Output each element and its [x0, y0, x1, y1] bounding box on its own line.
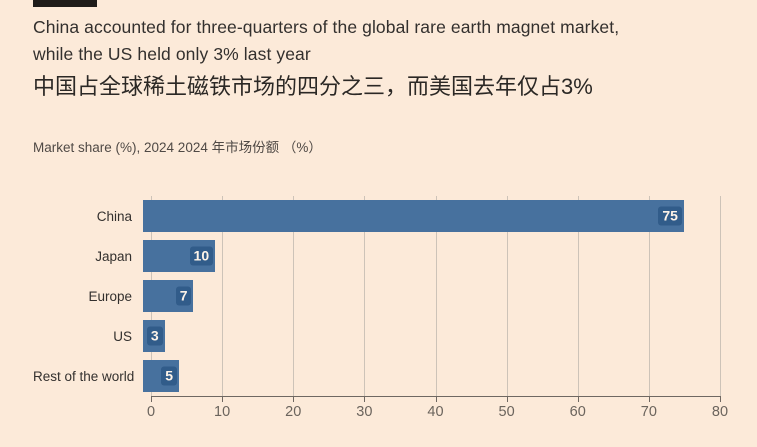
bar-rows: China 75 Japan 10 Europe 7 US 3 Rest of the worl…: [33, 196, 720, 396]
bar-row: China 75: [33, 196, 720, 236]
x-axis-tick-label-10: 10: [214, 404, 231, 420]
bar-value-label: 10: [189, 246, 214, 266]
x-axis-tick-label-40: 40: [427, 404, 444, 420]
x-axis-tick-50: [506, 397, 508, 402]
x-axis-line: [151, 396, 721, 397]
x-axis-tick-60: [577, 397, 579, 402]
bar-row: Rest of the world 5: [33, 356, 720, 396]
x-axis-tick-70: [648, 397, 650, 402]
bar-value-label: 75: [658, 206, 682, 226]
gridline-10: [222, 196, 224, 396]
bar-chart: China 75 Japan 10 Europe 7 US 3 Rest of the worl…: [33, 196, 728, 420]
bar-value-label: 7: [175, 286, 192, 306]
x-axis-tick-label-80: 80: [711, 404, 729, 420]
x-axis-tick-30: [364, 397, 366, 402]
x-axis-tick-label-20: 20: [285, 404, 302, 420]
x-axis-tick-label-50: 50: [498, 404, 515, 420]
bar-track: 5: [143, 360, 720, 392]
x-axis-tick-label-70: 70: [640, 404, 657, 420]
bar-value-label: 3: [146, 326, 163, 346]
x-axis-tick-label-0: 0: [146, 404, 156, 420]
bar-row: Europe 7: [33, 276, 720, 316]
gridline-30: [364, 196, 366, 396]
category-label: Europe: [88, 288, 132, 304]
x-axis-tick-20: [293, 397, 295, 402]
x-axis-tick-0: [151, 397, 152, 402]
x-axis-tick-label-60: 60: [569, 404, 586, 420]
chart-axis-unit-label: Market share (%), 2024 2024 年市场份额 （%）: [33, 140, 322, 155]
gridline-50: [506, 196, 508, 396]
bar-track: 10: [143, 240, 720, 272]
gridline-80: [720, 196, 721, 396]
chart-title: China accounted for three-quarters of th…: [33, 14, 619, 68]
gridline-60: [577, 196, 579, 396]
category-label: US: [113, 328, 132, 344]
chart-subtitle-chinese: 中国占全球稀土磁铁市场的四分之三，而美国去年仅占3%: [33, 74, 593, 99]
gridline-40: [435, 196, 437, 396]
x-axis-tick-label-30: 30: [356, 404, 373, 420]
bar-row: Japan 10: [33, 236, 720, 276]
category-label: Rest of the world: [33, 368, 135, 384]
bar-track: 75: [143, 200, 720, 232]
bar: 3: [143, 320, 165, 352]
x-axis-tick-10: [222, 397, 224, 402]
category-label: Japan: [95, 248, 132, 264]
chart-title-line2: while the US held only 3% last year: [33, 44, 311, 64]
x-axis-tick-40: [435, 397, 437, 402]
category-label: China: [96, 208, 132, 224]
bar-value-label: 5: [161, 366, 178, 386]
chart-title-line1: China accounted for three-quarters of th…: [33, 17, 620, 37]
bar-row: US 3: [33, 316, 720, 356]
gridline-70: [648, 196, 650, 396]
brand-tag-bar: [33, 0, 97, 7]
bar: 75: [143, 200, 684, 232]
bar: 10: [143, 240, 216, 272]
bar-track: 7: [143, 280, 720, 312]
bar: 5: [143, 360, 180, 392]
bar: 7: [143, 280, 194, 312]
bar-track: 3: [143, 320, 720, 352]
x-axis-tick-80: [720, 397, 721, 402]
gridline-20: [293, 196, 295, 396]
